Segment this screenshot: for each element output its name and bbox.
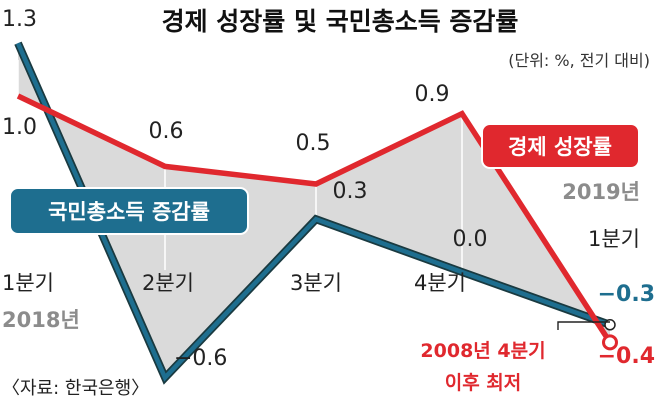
year-label-2018: 2018년 [2,308,80,332]
source-note: 〈자료: 한국은행〉 [2,378,149,399]
gni-value-label-2: −0.6 [174,346,227,371]
annotation-line-2: 이후 최저 [445,372,522,394]
gdp-value-label-4: 0.9 [415,82,450,107]
x-tick-label-2: 2분기 [142,271,194,295]
gdp-value-label-3: 0.5 [296,131,331,156]
gdp-value-label-2: 0.6 [149,119,184,144]
x-tick-label-1: 1분기 [2,271,54,295]
gni-value-label-4: 0.0 [453,227,488,252]
gdp-value-label-5: −0.4 [598,344,655,369]
gni-value-label-5: −0.3 [598,282,655,307]
x-tick-label-5: 1분기 [588,227,640,251]
gni-line [15,42,611,382]
gdp-value-label-1: 1.0 [2,115,37,140]
annotation-line-1: 2008년 4분기 [420,340,545,362]
chart-title: 경제 성장률 및 국민총소득 증감률 [162,7,519,36]
gdp-legend-label: 경제 성장률 [508,135,612,159]
x-tick-label-3: 3분기 [290,271,342,295]
gni-legend-box: 국민총소득 증감률 [9,187,249,235]
gdp-line [16,93,613,344]
year-label-2019: 2019년 [562,180,640,204]
annotation-callout: 2008년 4분기 이후 최저 [400,321,610,401]
gni-legend-label: 국민총소득 증감률 [48,200,210,224]
gni-value-label-3: 0.3 [333,179,368,204]
gdp-legend-box: 경제 성장률 [481,123,640,169]
gdp-end-point [602,334,618,351]
x-tick-label-4: 4분기 [414,271,466,295]
gni-value-label-1: 1.3 [2,7,37,32]
chart-subtitle: (단위: %, 전기 대비) [508,51,650,70]
